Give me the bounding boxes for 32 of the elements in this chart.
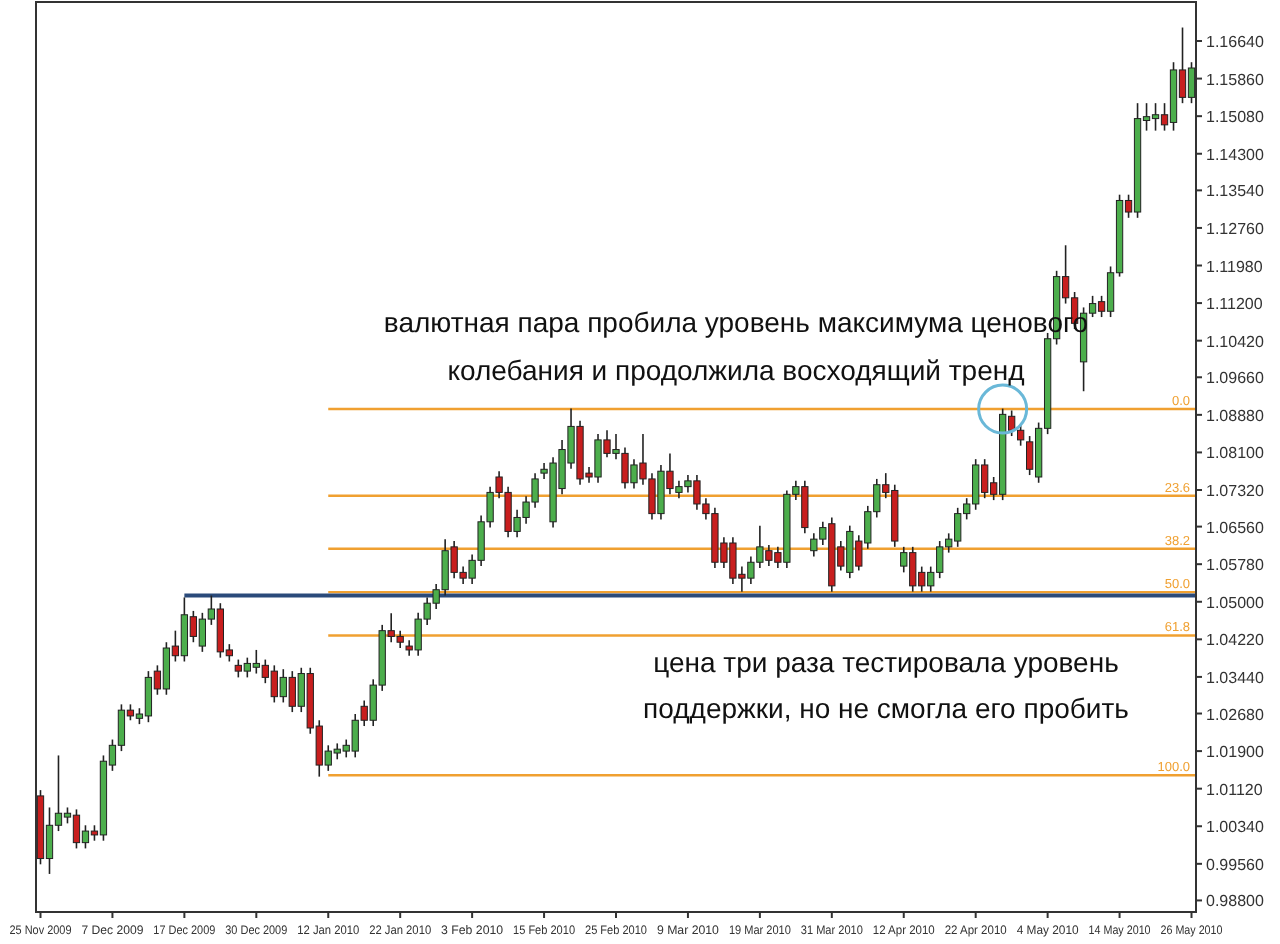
y-tick-label: 1.11200 [1206, 295, 1264, 314]
y-tick-label: 1.08100 [1206, 444, 1265, 463]
y-tick-label: 1.09660 [1206, 369, 1265, 388]
y-tick-label: 1.00340 [1206, 818, 1265, 837]
y-tick-label: 0.98800 [1206, 892, 1265, 911]
y-tick-label: 1.11980 [1206, 257, 1264, 276]
candlestick [72, 808, 81, 850]
y-tick-label: 1.01120 [1206, 780, 1264, 799]
y-tick-label: 1.01900 [1206, 743, 1265, 762]
y-tick-label: 1.05000 [1206, 593, 1265, 612]
y-tick-label: 1.12760 [1206, 219, 1265, 238]
y-tick-label: 1.04220 [1206, 631, 1265, 650]
y-tick-label: 1.14300 [1206, 145, 1265, 164]
candlestick [1187, 61, 1196, 104]
candlestick [1151, 102, 1160, 132]
candlestick [180, 596, 189, 663]
y-tick-label: 1.08880 [1206, 406, 1265, 425]
y-tick-label: 1.15080 [1206, 108, 1265, 127]
y-tick-label: 0.99560 [1206, 855, 1265, 874]
y-tick-label: 1.03440 [1206, 668, 1265, 687]
candlestick [162, 641, 171, 696]
candlestick [144, 670, 153, 723]
y-tick-label: 1.13540 [1206, 182, 1265, 201]
y-tick-label: 1.10420 [1206, 332, 1265, 351]
annotation: цена три раза тестировала уровень поддержки, но не смогла его пробить [643, 646, 1129, 724]
y-tick-label: 1.15860 [1206, 70, 1265, 89]
y-tick-label: 1.05780 [1206, 556, 1265, 575]
y-tick-label: 1.06560 [1206, 518, 1265, 537]
y-tick-label: 1.02680 [1206, 705, 1265, 724]
candlestick [1026, 435, 1034, 476]
y-tick-label: 1.16640 [1206, 33, 1265, 52]
y-tick-label: 1.07320 [1206, 482, 1265, 500]
